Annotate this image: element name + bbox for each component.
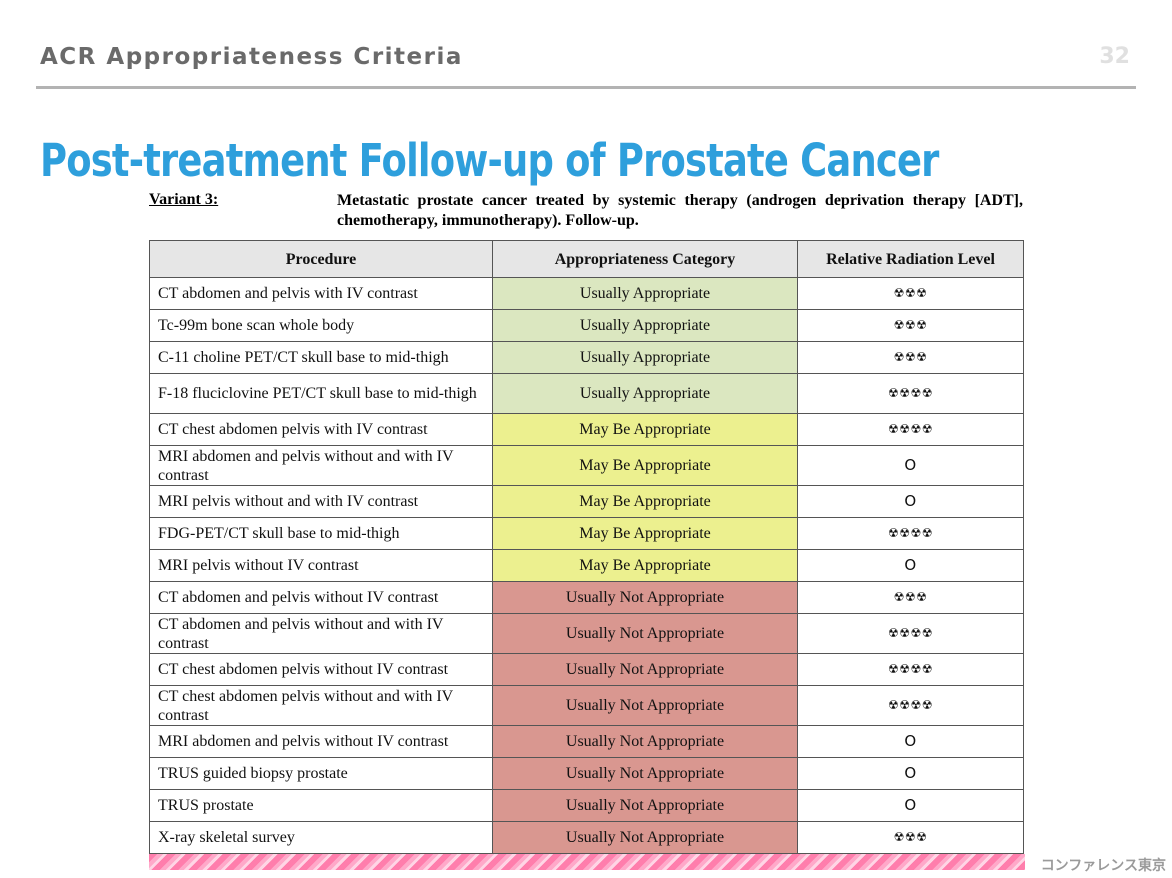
table-row: CT chest abdomen pelvis without IV contr… xyxy=(149,653,1024,686)
table-row: CT abdomen and pelvis with IV contrast Us… xyxy=(149,277,1024,310)
procedure-cell: Tc-99m bone scan whole body xyxy=(149,309,493,342)
appropriateness-cell: May Be Appropriate xyxy=(492,445,798,486)
radiation-level-icons: ☢☢☢ xyxy=(797,821,1024,854)
header-relative-radiation-level: Relative Radiation Level xyxy=(797,240,1024,278)
procedure-cell: TRUS guided biopsy prostate xyxy=(149,757,493,790)
appropriateness-cell: May Be Appropriate xyxy=(492,413,798,446)
appropriateness-cell: Usually Appropriate xyxy=(492,309,798,342)
radiation-level-icons: ☢☢☢☢ xyxy=(797,685,1024,726)
procedure-cell: CT abdomen and pelvis without IV contras… xyxy=(149,581,493,614)
appropriateness-cell: Usually Appropriate xyxy=(492,341,798,374)
appropriateness-cell: May Be Appropriate xyxy=(492,517,798,550)
table-header-row: Procedure Appropriateness Category Relat… xyxy=(149,240,1024,278)
table-body: CT abdomen and pelvis with IV contrast Us… xyxy=(149,277,1024,854)
procedure-cell: X-ray skeletal survey xyxy=(149,821,493,854)
radiation-level-icons: ☢☢☢☢ xyxy=(797,653,1024,686)
table-row: CT chest abdomen pelvis with IV contrast… xyxy=(149,413,1024,446)
procedure-cell: TRUS prostate xyxy=(149,789,493,822)
procedure-cell: CT chest abdomen pelvis without IV contr… xyxy=(149,653,493,686)
table-row: TRUS guided biopsy prostate Usually Not A… xyxy=(149,757,1024,790)
appropriateness-cell: Usually Appropriate xyxy=(492,277,798,310)
procedure-cell: MRI pelvis without IV contrast xyxy=(149,549,493,582)
variant-description: Metastatic prostate cancer treated by sy… xyxy=(337,192,1023,229)
appropriateness-cell: Usually Not Appropriate xyxy=(492,725,798,758)
procedure-cell: C-11 choline PET/CT skull base to mid-th… xyxy=(149,341,493,374)
no-radiation-icon: O xyxy=(797,485,1024,518)
appropriateness-cell: Usually Not Appropriate xyxy=(492,685,798,726)
criteria-table: Procedure Appropriateness Category Relat… xyxy=(149,240,1024,854)
header-divider xyxy=(36,86,1136,89)
table-row: MRI pelvis without and with IV contrast M… xyxy=(149,485,1024,518)
radiation-level-icons: ☢☢☢ xyxy=(797,309,1024,342)
decorative-stripe xyxy=(149,854,1025,870)
header-title: ACR Appropriateness Criteria xyxy=(40,44,463,70)
no-radiation-icon: O xyxy=(797,757,1024,790)
header-appropriateness-category: Appropriateness Category xyxy=(492,240,798,278)
table-row: F-18 fluciclovine PET/CT skull base to m… xyxy=(149,373,1024,414)
table-row: MRI abdomen and pelvis without IV contra… xyxy=(149,725,1024,758)
procedure-cell: MRI abdomen and pelvis without IV contra… xyxy=(149,725,493,758)
table-row: TRUS prostate Usually Not Appropriate O xyxy=(149,789,1024,822)
table-row: C-11 choline PET/CT skull base to mid-th… xyxy=(149,341,1024,374)
appropriateness-cell: Usually Not Appropriate xyxy=(492,757,798,790)
procedure-cell: FDG-PET/CT skull base to mid-thigh xyxy=(149,517,493,550)
slide-title: Post-treatment Follow-up of Prostate Can… xyxy=(40,134,939,187)
table-row: CT chest abdomen pelvis without and with… xyxy=(149,685,1024,726)
appropriateness-cell: May Be Appropriate xyxy=(492,485,798,518)
appropriateness-cell: Usually Appropriate xyxy=(492,373,798,414)
no-radiation-icon: O xyxy=(797,445,1024,486)
header-procedure: Procedure xyxy=(149,240,493,278)
procedure-cell: CT abdomen and pelvis without and with I… xyxy=(149,613,493,654)
radiation-level-icons: ☢☢☢ xyxy=(797,581,1024,614)
appropriateness-cell: Usually Not Appropriate xyxy=(492,821,798,854)
table-row: MRI pelvis without IV contrast May Be App… xyxy=(149,549,1024,582)
procedure-cell: MRI abdomen and pelvis without and with … xyxy=(149,445,493,486)
radiation-level-icons: ☢☢☢☢ xyxy=(797,413,1024,446)
procedure-cell: F-18 fluciclovine PET/CT skull base to m… xyxy=(149,373,493,414)
table-row: MRI abdomen and pelvis without and with … xyxy=(149,445,1024,486)
table-row: CT abdomen and pelvis without IV contras… xyxy=(149,581,1024,614)
no-radiation-icon: O xyxy=(797,789,1024,822)
appropriateness-cell: Usually Not Appropriate xyxy=(492,653,798,686)
radiation-level-icons: ☢☢☢ xyxy=(797,341,1024,374)
variant-label: Variant 3: xyxy=(149,191,219,208)
procedure-cell: CT chest abdomen pelvis without and with… xyxy=(149,685,493,726)
watermark: コンファレンス東京 xyxy=(1040,858,1166,874)
table-row: Tc-99m bone scan whole body Usually Appro… xyxy=(149,309,1024,342)
table-row: X-ray skeletal survey Usually Not Appropr… xyxy=(149,821,1024,854)
appropriateness-cell: Usually Not Appropriate xyxy=(492,581,798,614)
procedure-cell: MRI pelvis without and with IV contrast xyxy=(149,485,493,518)
procedure-cell: CT abdomen and pelvis with IV contrast xyxy=(149,277,493,310)
page-number: 32 xyxy=(1099,44,1130,69)
procedure-cell: CT chest abdomen pelvis with IV contrast xyxy=(149,413,493,446)
radiation-level-icons: ☢☢☢☢ xyxy=(797,613,1024,654)
table-row: CT abdomen and pelvis without and with I… xyxy=(149,613,1024,654)
radiation-level-icons: ☢☢☢☢ xyxy=(797,373,1024,414)
table-row: FDG-PET/CT skull base to mid-thigh May Be… xyxy=(149,517,1024,550)
no-radiation-icon: O xyxy=(797,549,1024,582)
appropriateness-cell: Usually Not Appropriate xyxy=(492,789,798,822)
appropriateness-cell: May Be Appropriate xyxy=(492,549,798,582)
no-radiation-icon: O xyxy=(797,725,1024,758)
appropriateness-cell: Usually Not Appropriate xyxy=(492,613,798,654)
radiation-level-icons: ☢☢☢ xyxy=(797,277,1024,310)
radiation-level-icons: ☢☢☢☢ xyxy=(797,517,1024,550)
